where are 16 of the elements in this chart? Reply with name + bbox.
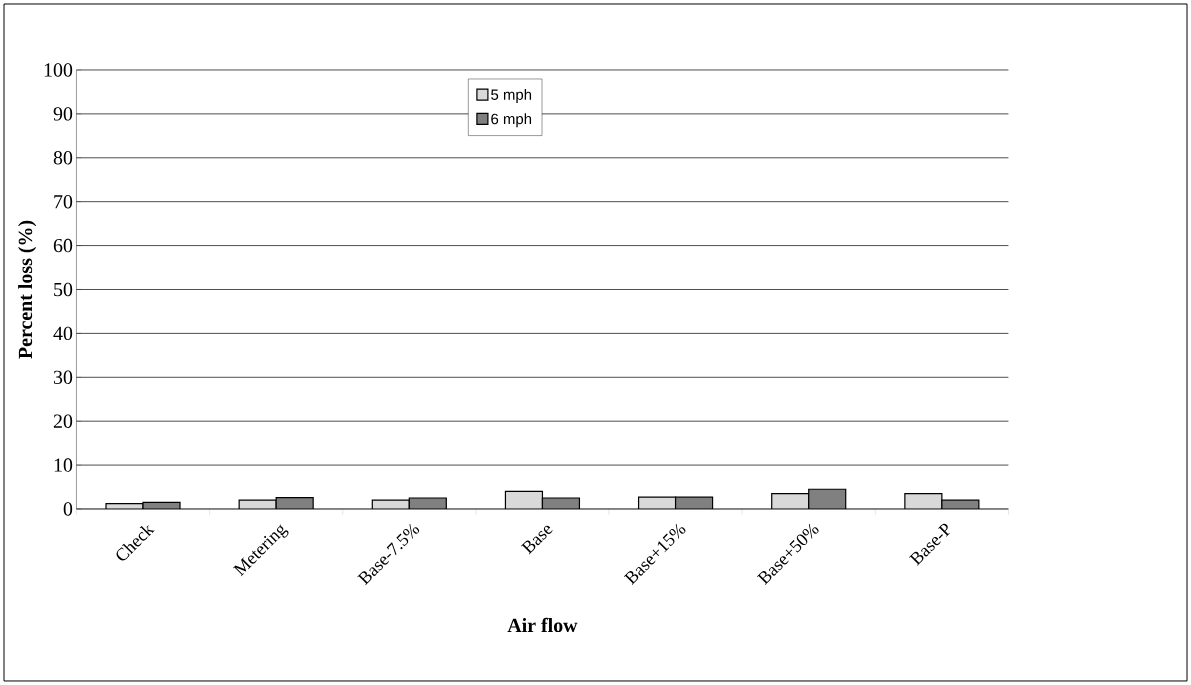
x-axis-title: Air flow [507,617,578,633]
y-tick-label: 10 [54,458,73,472]
y-tick-label: 60 [53,238,73,253]
legend-label: 6 mph [491,113,532,128]
x-tick-label: Base [520,525,553,555]
y-tick-label: 100 [44,63,73,77]
y-tick-label: 80 [53,151,73,165]
y-tick-label: 40 [53,326,73,341]
y-tick-label: 0 [63,502,73,516]
y-tick-label: 50 [54,282,73,297]
y-tick-label: 30 [53,370,73,384]
y-axis-title: Percent loss (%) [18,220,37,359]
y-tick-label: 70 [54,194,73,209]
y-tick-label: 20 [53,414,73,428]
y-tick-label: 90 [53,107,73,121]
legend-label: 5 mph [491,88,532,103]
